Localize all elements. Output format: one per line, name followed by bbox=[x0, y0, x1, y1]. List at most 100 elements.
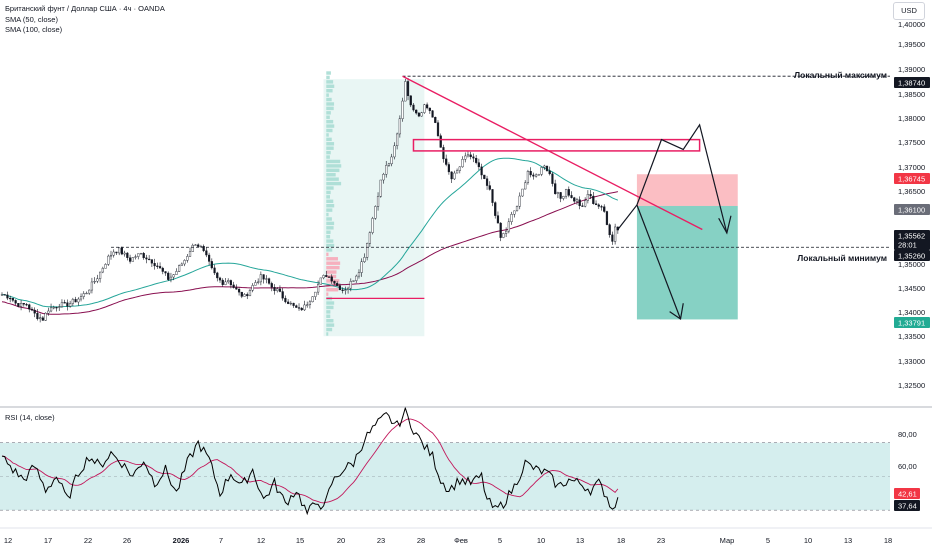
candle-body bbox=[25, 304, 28, 306]
candle-body bbox=[257, 281, 260, 283]
candle-body bbox=[499, 222, 502, 238]
candle-body bbox=[101, 268, 104, 273]
time-label: 10 bbox=[537, 536, 545, 545]
candle-body bbox=[346, 287, 350, 290]
volume-profile-bar bbox=[326, 243, 335, 248]
candle bbox=[248, 288, 252, 297]
candle bbox=[19, 299, 23, 311]
rsi-ma-line bbox=[1, 418, 619, 504]
candle bbox=[169, 272, 173, 283]
candle bbox=[66, 299, 69, 311]
candle bbox=[71, 297, 74, 307]
volume-profile-bar bbox=[326, 208, 333, 212]
candle-body bbox=[273, 287, 276, 291]
candle-body bbox=[382, 174, 385, 181]
candle bbox=[423, 103, 426, 114]
candle bbox=[518, 192, 521, 210]
candle bbox=[77, 297, 80, 306]
candle-body bbox=[562, 195, 565, 199]
candle-body bbox=[172, 274, 175, 278]
candle bbox=[104, 263, 107, 269]
volume-profile-bar bbox=[326, 106, 334, 111]
candle-body bbox=[428, 107, 431, 111]
candle bbox=[101, 266, 104, 274]
volume-profile-bar bbox=[326, 97, 332, 102]
candle bbox=[292, 302, 295, 308]
candle bbox=[246, 292, 249, 300]
price-tick: 1,33000 bbox=[898, 357, 925, 366]
time-label: 20 bbox=[337, 536, 345, 545]
candle bbox=[524, 180, 527, 190]
time-label: 12 bbox=[257, 536, 265, 545]
candle-body bbox=[464, 155, 467, 160]
candle bbox=[36, 309, 39, 321]
candle-body bbox=[11, 298, 14, 301]
candle-body bbox=[199, 246, 203, 248]
candle-body bbox=[494, 202, 497, 216]
candle-body bbox=[66, 302, 69, 307]
candle-body bbox=[567, 189, 570, 196]
candle-body bbox=[96, 278, 99, 282]
candle-body bbox=[235, 287, 238, 290]
candle bbox=[535, 173, 538, 178]
candle-body bbox=[385, 165, 388, 175]
time-label: 28 bbox=[417, 536, 425, 545]
time-axis[interactable]: 12 17 22 26 2026 7 12 15 20 23 28 Фев 5 … bbox=[4, 536, 892, 545]
candle bbox=[600, 204, 603, 211]
candle bbox=[327, 276, 331, 278]
candle bbox=[330, 274, 333, 284]
candle-body bbox=[207, 254, 211, 262]
candle bbox=[499, 222, 502, 242]
volume-profile-bar bbox=[326, 137, 332, 142]
candle-body bbox=[586, 194, 589, 201]
candle bbox=[570, 191, 573, 199]
candle-body bbox=[104, 264, 107, 269]
candle-body bbox=[475, 157, 478, 163]
candle bbox=[202, 244, 205, 253]
volume-profile-bar bbox=[326, 159, 341, 164]
candle bbox=[237, 287, 241, 296]
candle bbox=[608, 223, 611, 238]
candle-body bbox=[270, 283, 273, 288]
candle-body bbox=[404, 81, 407, 102]
price-axis[interactable]: 1,40000 1,39500 1,39000 1,38500 1,38000 … bbox=[898, 20, 925, 390]
candle bbox=[205, 247, 208, 258]
candle-body bbox=[240, 291, 243, 297]
indicator-sma100-label[interactable]: SMA (100, close) bbox=[5, 25, 63, 34]
candle bbox=[494, 201, 497, 219]
candle-body bbox=[338, 285, 341, 291]
candle-body bbox=[581, 205, 584, 207]
candle bbox=[25, 303, 28, 307]
candle bbox=[455, 168, 459, 174]
candle bbox=[409, 95, 412, 108]
time-label: Мар bbox=[720, 536, 735, 545]
indicator-sma50-label[interactable]: SMA (50, close) bbox=[5, 14, 58, 24]
candle bbox=[349, 278, 352, 292]
candle-body bbox=[33, 309, 36, 314]
currency-button[interactable]: USD bbox=[893, 2, 925, 20]
candle-body bbox=[556, 192, 559, 194]
price-tick: 1,37000 bbox=[898, 163, 925, 172]
volume-profile-bar bbox=[326, 71, 331, 75]
candle-body bbox=[218, 277, 222, 281]
candle-body bbox=[401, 100, 404, 119]
candle-body bbox=[510, 214, 513, 223]
candle bbox=[82, 291, 85, 300]
candle-body bbox=[469, 154, 472, 158]
candle-body bbox=[409, 95, 412, 106]
candle-body bbox=[153, 263, 156, 267]
candle-body bbox=[52, 307, 55, 309]
volume-profile-bar bbox=[326, 177, 339, 181]
candle bbox=[303, 300, 306, 311]
candle bbox=[11, 297, 14, 303]
symbol-title[interactable]: Британский фунт / Доллар США · 4ч · OAND… bbox=[5, 4, 165, 13]
candle-body bbox=[90, 281, 94, 291]
candle bbox=[216, 271, 219, 282]
candle-body bbox=[368, 232, 371, 244]
candle-body bbox=[79, 296, 83, 300]
candle-body bbox=[308, 301, 312, 306]
candle bbox=[396, 132, 399, 150]
rsi-title[interactable]: RSI (14, close) bbox=[5, 413, 55, 422]
